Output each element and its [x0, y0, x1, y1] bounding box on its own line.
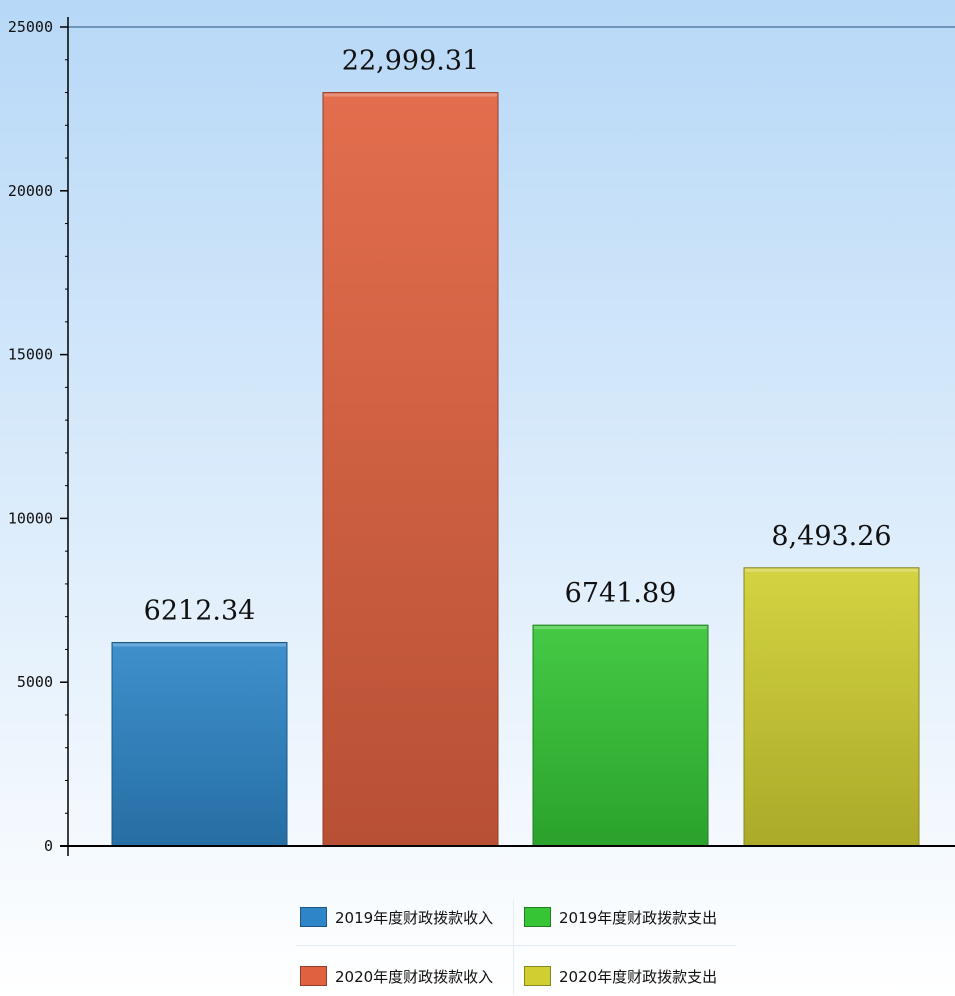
legend-label-2020-income: 2020年度财政拨款收入 [335, 967, 494, 986]
data-label-2: 6741.89 [565, 578, 677, 609]
legend-item-2020-income[interactable]: 2020年度财政拨款收入 [300, 959, 493, 993]
y-tick-label-3: 15000 [8, 346, 53, 364]
data-labels: 6212.34 22,999.31 6741.89 8,493.26 [144, 46, 892, 627]
legend-item-2019-expense[interactable]: 2019年度财政拨款支出 [524, 900, 717, 934]
legend-swatch-2019-expense [524, 907, 551, 927]
legend-label-2019-income: 2019年度财政拨款收入 [335, 908, 494, 927]
legend-divider-horizontal [296, 945, 736, 946]
legend-label-2019-expense: 2019年度财政拨款支出 [559, 908, 718, 927]
legend-item-2020-expense[interactable]: 2020年度财政拨款支出 [524, 959, 717, 993]
bar-2 [532, 624, 709, 847]
data-label-3: 8,493.26 [771, 521, 891, 552]
bar-3 [743, 567, 920, 847]
legend-swatch-2019-income [300, 907, 327, 927]
legend-label-2020-expense: 2020年度财政拨款支出 [559, 967, 718, 986]
y-tick-label-4: 20000 [8, 182, 53, 200]
y-tick-label-0: 0 [44, 837, 53, 855]
y-tick-label-2: 10000 [8, 509, 53, 527]
bar-highlight-1 [324, 93, 497, 97]
bar-highlight-0 [113, 643, 286, 647]
legend-item-2019-income[interactable]: 2019年度财政拨款收入 [300, 900, 493, 934]
axes: 0 5000 10000 15000 20000 25000 [8, 17, 955, 856]
legend-swatch-2020-expense [524, 966, 551, 986]
bar-highlight-2 [534, 626, 707, 630]
legend-divider-vertical [513, 899, 514, 995]
bar-highlight-3 [745, 568, 918, 572]
data-label-0: 6212.34 [144, 595, 256, 626]
y-tick-label-5: 25000 [8, 18, 53, 36]
bar-1 [322, 92, 499, 847]
legend: 2019年度财政拨款收入 2019年度财政拨款支出 2020年度财政拨款收入 2… [296, 893, 736, 995]
bars [111, 92, 920, 847]
bar-0 [111, 641, 288, 847]
data-label-1: 22,999.31 [342, 46, 479, 77]
y-tick-label-1: 5000 [17, 673, 53, 691]
legend-swatch-2020-income [300, 966, 327, 986]
